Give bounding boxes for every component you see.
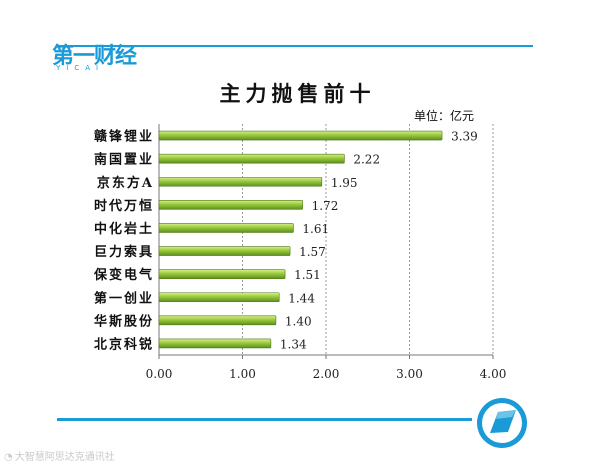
data-label: 1.34	[280, 337, 307, 351]
category-label: 北京科锐	[94, 336, 154, 352]
category-label: 南国置业	[94, 152, 154, 168]
bar-3	[158, 176, 323, 187]
bar-4	[158, 200, 303, 210]
watermark: ◔ 大智慧阿思达克通讯社	[4, 448, 115, 463]
yicai-logo: 第一财经 YICAI	[52, 38, 142, 76]
yicai-badge-icon	[477, 398, 527, 448]
data-label: 1.51	[294, 268, 321, 282]
bar-5	[158, 223, 294, 233]
logo-brand-text: 第一财经	[52, 44, 137, 69]
x-tick-label: 2.00	[313, 367, 340, 381]
data-label: 2.22	[353, 153, 380, 167]
footer-divider	[57, 418, 472, 421]
x-tick-label: 4.00	[480, 367, 507, 381]
unit-label: 单位：亿元	[414, 109, 475, 123]
watermark-text: 大智慧阿思达克通讯社	[14, 452, 115, 463]
category-label: 巨力索具	[94, 244, 154, 260]
bar-1	[158, 130, 443, 141]
category-label: 华斯股份	[94, 313, 154, 329]
data-label: 1.72	[312, 199, 339, 213]
category-label: 第一创业	[94, 290, 154, 306]
data-label: 1.44	[288, 291, 315, 305]
bar-2	[158, 153, 345, 164]
data-label: 1.61	[302, 222, 329, 236]
weibo-icon: ◔	[4, 452, 13, 463]
category-label: 京东方A	[97, 175, 154, 191]
x-tick-label: 0.00	[146, 367, 173, 381]
bar-8	[158, 292, 280, 303]
bar-10	[158, 338, 272, 349]
bar-7	[158, 269, 286, 279]
header-divider	[57, 45, 533, 47]
category-label: 时代万恒	[94, 198, 154, 214]
bar-9	[158, 315, 277, 326]
data-label: 1.40	[285, 314, 312, 328]
category-label: 中化岩土	[94, 221, 154, 237]
data-label: 1.95	[331, 176, 358, 190]
category-label: 保变电气	[93, 267, 154, 283]
chart-title: 主力抛售前十	[219, 81, 376, 106]
x-tick-label: 1.00	[229, 367, 256, 381]
bar-6	[158, 246, 291, 256]
category-label: 赣锋锂业	[94, 129, 154, 145]
logo-sub-text: YICAI	[56, 64, 105, 72]
data-label: 3.39	[451, 130, 478, 144]
data-label: 1.57	[299, 245, 326, 259]
x-tick-label: 3.00	[396, 367, 423, 381]
